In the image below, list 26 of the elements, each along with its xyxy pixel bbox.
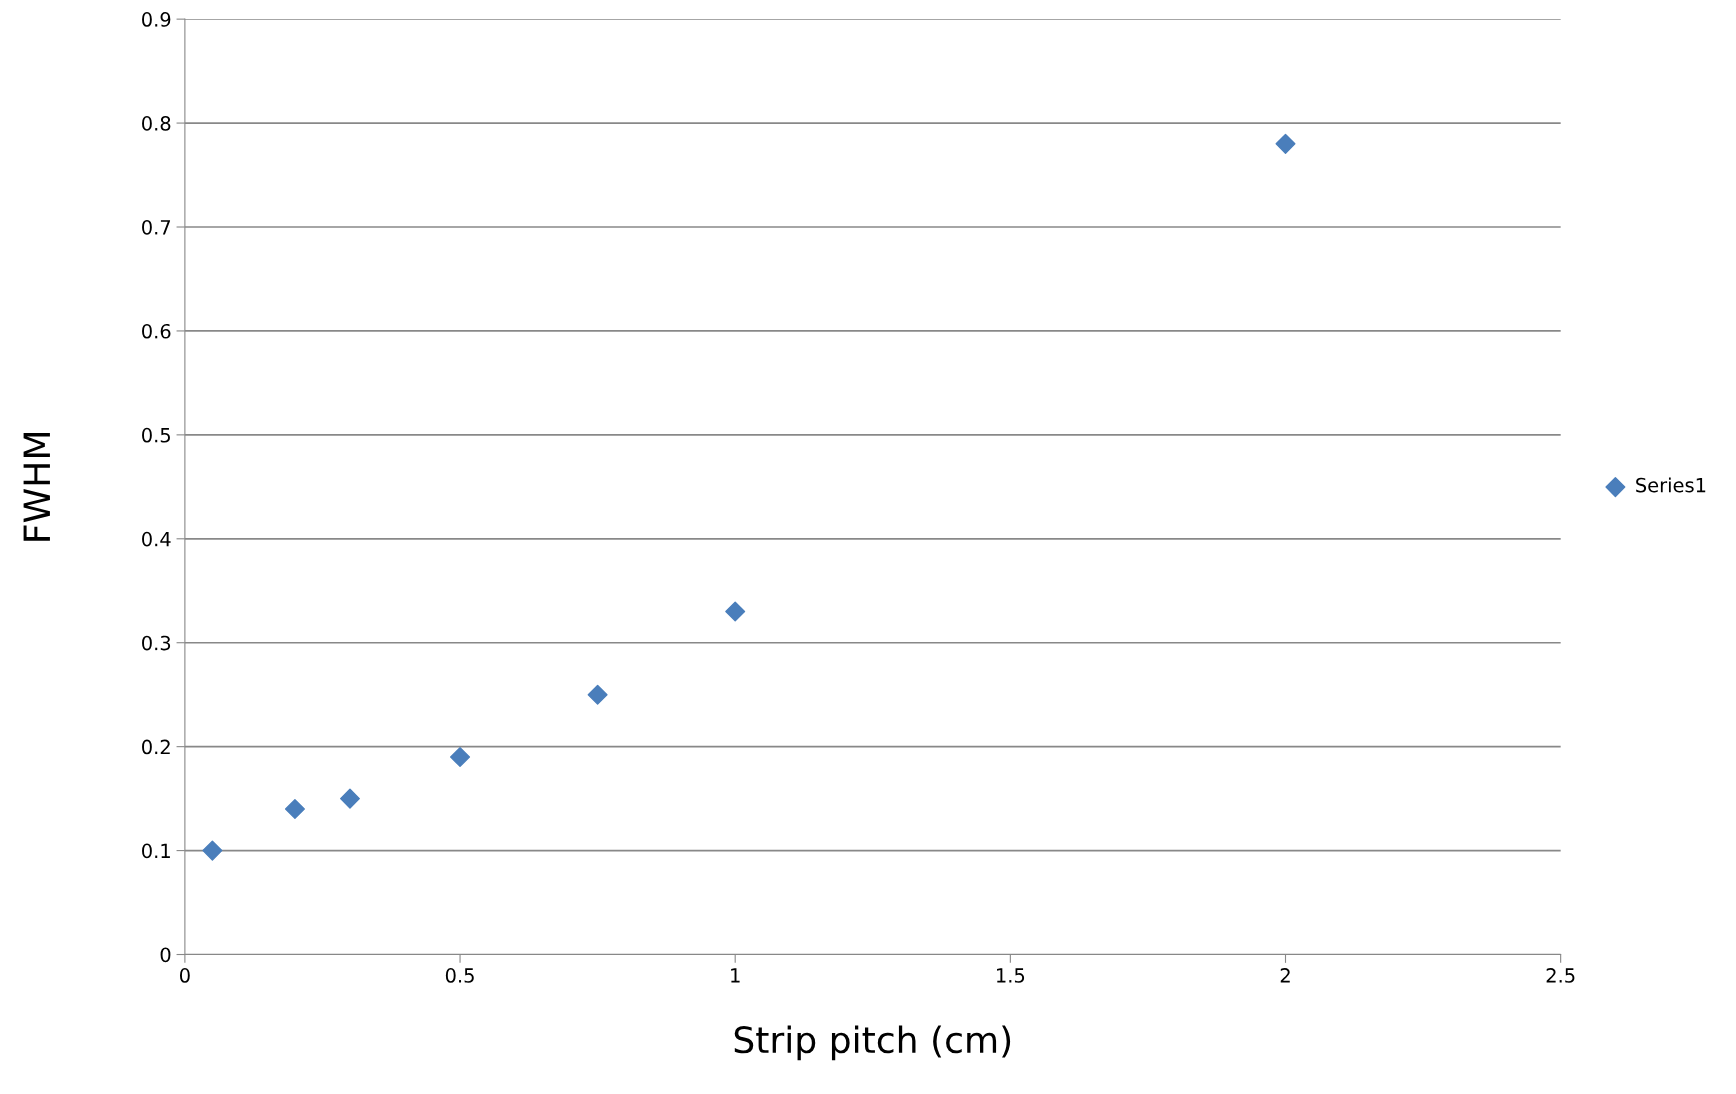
x-tick-label: 1: [731, 968, 740, 983]
point: [339, 788, 360, 809]
point: [725, 601, 746, 622]
y-tick-label: 0.1: [142, 843, 170, 859]
y-tick-label: 0.5: [142, 427, 170, 443]
y-tick-label: 0: [160, 947, 171, 963]
x-tick-label: 0: [179, 968, 190, 983]
y-tick-label: 0.6: [142, 323, 171, 339]
y-tick-label: 0.9: [142, 12, 171, 27]
x-tick-label: 1.5: [997, 968, 1025, 983]
legend-label: Series1: [1636, 477, 1706, 493]
point: [1275, 133, 1296, 154]
point: [587, 684, 608, 705]
point: [202, 840, 223, 861]
point: [284, 799, 305, 820]
y-axis-title: FWHM: [23, 432, 50, 541]
y-tick-label: 0.8: [142, 116, 171, 131]
y-tick-label: 0.2: [142, 739, 170, 755]
x-axis-title: Strip pitch (cm): [734, 1025, 1011, 1061]
y-tick-label: 0.3: [142, 635, 171, 651]
y-tick-label: 0.4: [142, 531, 171, 547]
point: [450, 747, 471, 768]
y-tick-label: 0.7: [142, 219, 171, 235]
x-tick-label: 2: [1280, 968, 1290, 983]
x-tick-label: 2.5: [1546, 968, 1575, 983]
x-tick-label: 0.5: [445, 968, 474, 983]
